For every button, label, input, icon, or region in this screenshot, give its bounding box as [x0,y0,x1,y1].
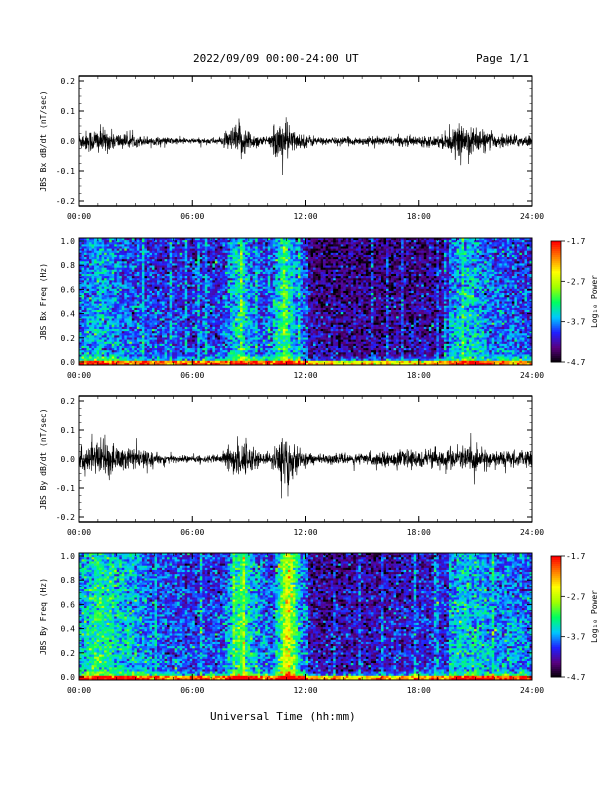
y-tick-label: 0.0 [61,673,76,682]
waveform-series-0 [79,117,532,175]
x-tick-label: 00:00 [67,212,91,221]
y-tick-label: -0.2 [56,197,75,206]
y-tick-label: 0.8 [61,261,76,270]
y-tick-label: 0.2 [61,334,76,343]
x-tick-label: 00:00 [67,528,91,537]
colorbar-tick-label: -1.7 [566,237,585,246]
y-tick-label: 0.0 [61,137,76,146]
x-tick-label: 18:00 [407,528,431,537]
colorbar-tick-label: -3.7 [566,633,585,642]
x-tick-label: 18:00 [407,212,431,221]
y-tick-label: -0.1 [56,167,75,176]
y-tick-label: 0.8 [61,576,76,585]
y-tick-label: 0.1 [61,107,76,116]
y-tick-label: 0.4 [61,310,76,319]
y-tick-label: -0.2 [56,513,75,522]
y-axis-label: JBS By dB/dt (nT/sec) [39,408,48,509]
y-axis-label: JBS By Freq (Hz) [39,578,48,655]
spectrogram-3 [79,553,532,680]
y-tick-label: 0.2 [61,77,76,86]
colorbar-label: Log₁₀ Power [590,590,599,643]
colorbar-tick-label: -4.7 [566,358,585,367]
x-tick-label: 12:00 [293,212,317,221]
x-tick-label: 06:00 [180,686,204,695]
y-axis-label: JBS Bx dB/dt (nT/sec) [39,90,48,191]
x-tick-label: 24:00 [520,371,544,380]
y-tick-label: 1.0 [61,237,76,246]
colorbar-tick-label: -2.7 [566,277,585,286]
x-tick-label: 24:00 [520,212,544,221]
waveform-trace [79,117,532,175]
y-tick-label: 0.0 [61,358,76,367]
y-tick-label: -0.1 [56,484,75,493]
x-tick-label: 06:00 [180,212,204,221]
x-tick-label: 12:00 [293,528,317,537]
spectrogram-1 [79,238,532,365]
colorbar-3 [551,556,561,677]
y-tick-label: 0.4 [61,625,76,634]
x-tick-label: 06:00 [180,371,204,380]
x-tick-label: 12:00 [293,686,317,695]
colorbar-tick-label: -4.7 [566,673,585,682]
y-tick-label: 0.2 [61,649,76,658]
plots-canvas: 0.2 0.1 0.0 -0.1 -0.2 JBS Bx dB/dt (nT/sec) 00… [0,0,612,792]
x-tick-label: 00:00 [67,686,91,695]
y-tick-label: 1.0 [61,552,76,561]
waveform-series-2 [79,433,532,498]
x-tick-label: 18:00 [407,371,431,380]
page: 2022/09/09 00:00-24:00 UT Page 1/1 0.2 0.… [0,0,612,792]
waveform-trace [79,433,532,498]
x-tick-label: 24:00 [520,686,544,695]
colorbar-label: Log₁₀ Power [590,275,599,328]
y-tick-label: 0.6 [61,600,76,609]
y-tick-label: 0.0 [61,455,76,464]
colorbar-1 [551,241,561,362]
colorbar-tick-label: -2.7 [566,592,585,601]
x-tick-label: 06:00 [180,528,204,537]
y-tick-label: 0.2 [61,397,76,406]
y-tick-label: 0.6 [61,285,76,294]
x-tick-label: 24:00 [520,528,544,537]
y-axis-label: JBS Bx Freq (Hz) [39,263,48,340]
x-tick-label: 00:00 [67,371,91,380]
y-tick-label: 0.1 [61,426,76,435]
colorbar-tick-label: -3.7 [566,318,585,327]
x-axis-title: Universal Time (hh:mm) [210,710,356,723]
x-tick-label: 18:00 [407,686,431,695]
colorbar-tick-label: -1.7 [566,552,585,561]
x-tick-label: 12:00 [293,371,317,380]
